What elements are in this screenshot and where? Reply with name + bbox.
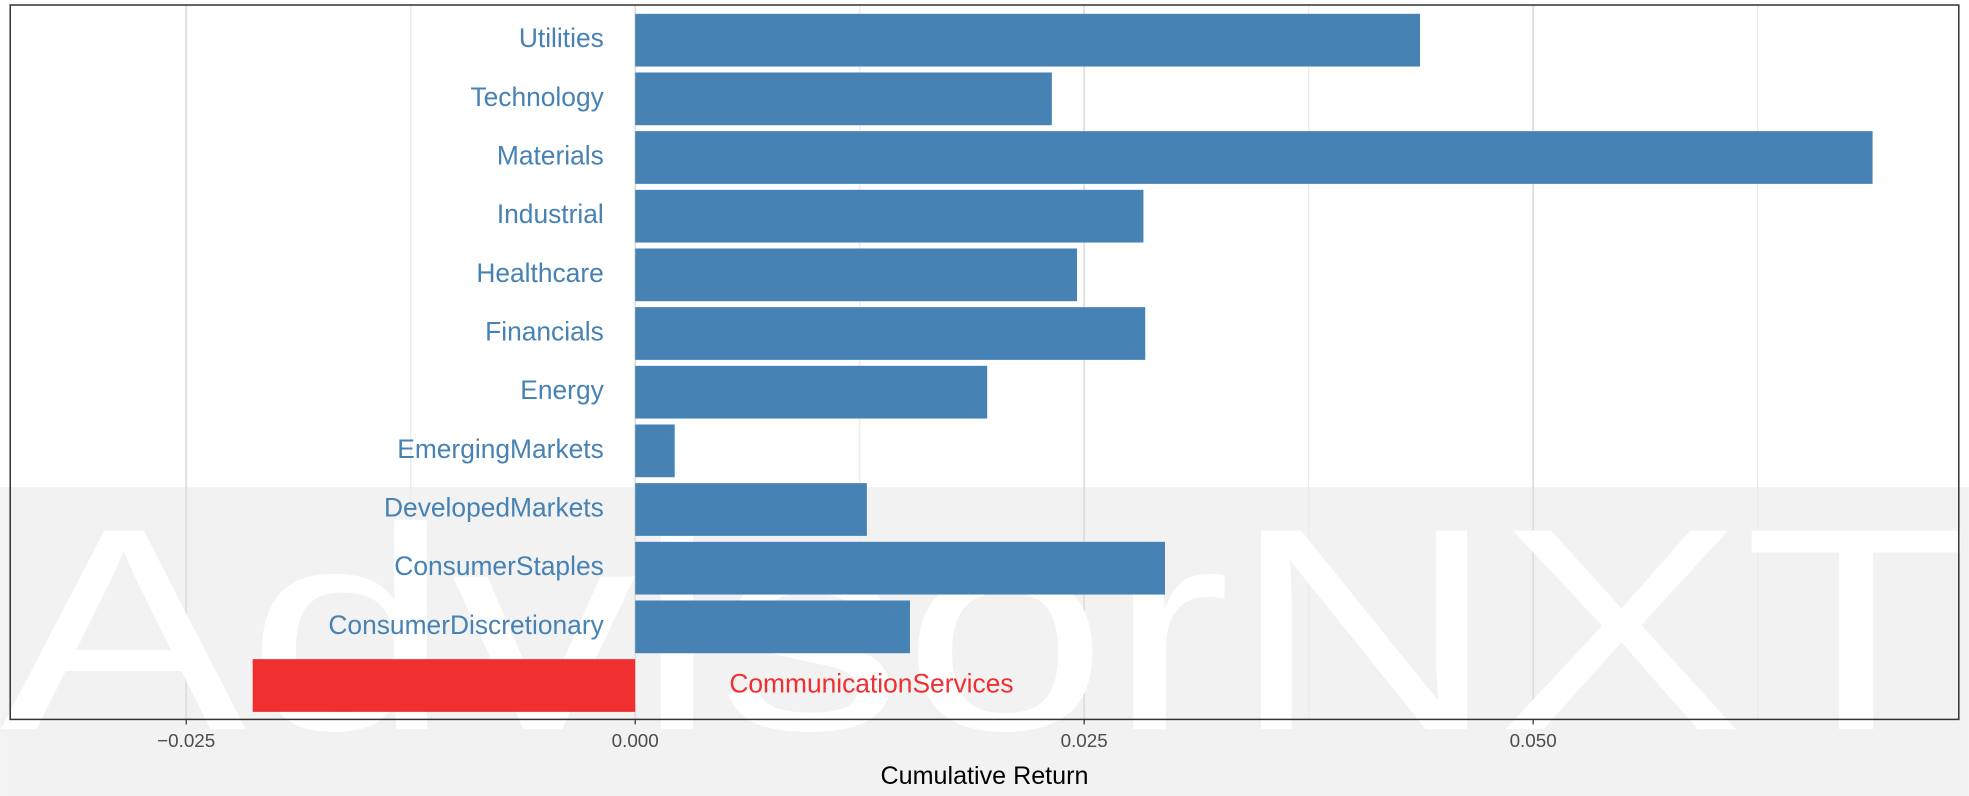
bar xyxy=(635,248,1077,302)
bar-label: CommunicationServices xyxy=(729,668,1013,698)
bar-label: ConsumerDiscretionary xyxy=(328,610,604,640)
bar xyxy=(635,483,867,536)
x-tick-label: 0.025 xyxy=(1061,730,1108,751)
bar-label: Financials xyxy=(485,316,604,346)
bar xyxy=(252,659,636,712)
x-tick-label: −0.025 xyxy=(157,730,215,751)
bar-label: DevelopedMarkets xyxy=(384,492,604,522)
bar-label: Industrial xyxy=(497,199,604,229)
marks: Utilities Technology Materials Industrial He… xyxy=(252,13,1873,712)
grid xyxy=(185,5,1759,720)
bar xyxy=(635,13,1421,67)
bar xyxy=(635,541,1165,595)
bar xyxy=(635,424,675,478)
watermark-band xyxy=(0,487,1969,796)
bar xyxy=(635,307,1146,360)
bar xyxy=(635,600,910,654)
watermark: AdvisorNXT xyxy=(0,469,1969,791)
plot-border xyxy=(9,4,1960,721)
bar-label: Energy xyxy=(520,375,604,405)
bar xyxy=(635,365,988,419)
bar xyxy=(635,189,1144,243)
bar-label: Healthcare xyxy=(476,258,603,288)
x-axis-title: Cumulative Return xyxy=(881,762,1089,790)
bar xyxy=(635,72,1052,126)
bar-label: EmergingMarkets xyxy=(397,434,604,464)
x-tick-label: 0.050 xyxy=(1510,730,1557,751)
x-tick-label: 0.000 xyxy=(612,730,659,751)
bar-label: Materials xyxy=(497,140,604,170)
bar-label: Utilities xyxy=(519,23,604,53)
bar xyxy=(635,131,1873,184)
bar-label: Technology xyxy=(470,82,604,112)
bar-label: ConsumerStaples xyxy=(394,551,604,581)
